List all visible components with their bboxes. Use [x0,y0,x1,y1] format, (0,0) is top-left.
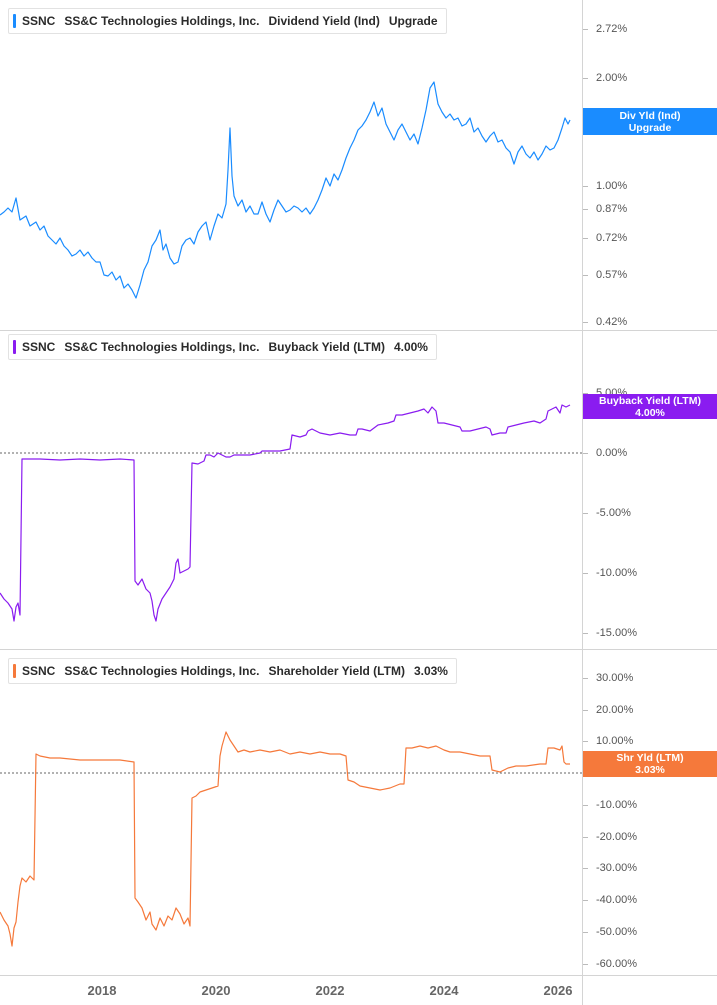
y-tick: 0.00% [582,447,628,459]
legend-value[interactable]: Upgrade [388,14,438,28]
y-tick: -60.00% [583,958,637,970]
flag-label: Shr Yld (LTM) [616,752,684,764]
flag-label: Buyback Yield (LTM) [599,394,701,407]
panel-divider [0,975,717,976]
y-axis-line [582,331,583,649]
legend-metric: Dividend Yield (Ind) [268,14,380,28]
panel-divider [0,330,717,331]
dividend-yield-value-flag: Div Yld (Ind) Upgrade [583,108,717,135]
y-tick: 0.57% [582,269,628,281]
legend-swatch [13,14,16,28]
shareholder-yield-legend[interactable]: SSNC SS&C Technologies Holdings, Inc. Sh… [8,658,457,684]
x-tick: 2024 [429,983,459,998]
y-tick: 20.00% [582,704,634,716]
x-axis: 2018 2020 2022 2024 2026 [0,975,582,1005]
y-tick: 2.00% [582,72,628,84]
x-tick: 2022 [315,983,345,998]
legend-company: SS&C Technologies Holdings, Inc. [64,340,260,354]
buyback-yield-line [0,404,582,622]
y-axis-line [582,0,583,330]
flag-label: Div Yld (Ind) [619,109,681,122]
dividend-yield-plot[interactable] [0,0,582,330]
y-tick: -50.00% [583,926,637,938]
y-axis-line [582,650,583,975]
x-tick: 2018 [87,983,117,998]
flag-value: 4.00% [635,406,665,419]
shareholder-yield-line [0,731,582,947]
legend-value: 4.00% [393,340,428,354]
legend-company: SS&C Technologies Holdings, Inc. [64,664,260,678]
dividend-yield-panel: SSNC SS&C Technologies Holdings, Inc. Di… [0,0,717,330]
dividend-yield-line [0,81,571,299]
shareholder-yield-value-flag: Shr Yld (LTM) 3.03% [583,751,717,777]
y-tick: -5.00% [583,507,631,519]
shareholder-yield-plot[interactable] [0,650,582,975]
y-tick: -40.00% [583,894,637,906]
y-tick: -20.00% [583,831,637,843]
x-tick: 2026 [543,983,573,998]
flag-value[interactable]: Upgrade [628,121,672,134]
y-tick: -15.00% [583,627,637,639]
y-tick: -10.00% [583,567,637,579]
buyback-yield-value-flag: Buyback Yield (LTM) 4.00% [583,394,717,419]
legend-swatch [13,340,16,354]
y-tick: 0.42% [582,316,628,328]
legend-ticker: SSNC [22,340,56,354]
dividend-yield-legend[interactable]: SSNC SS&C Technologies Holdings, Inc. Di… [8,8,447,34]
y-tick: 30.00% [582,672,634,684]
buyback-yield-plot[interactable] [0,331,582,649]
y-tick: -30.00% [583,862,637,874]
y-tick: 0.72% [582,232,628,244]
legend-ticker: SSNC [22,14,56,28]
y-tick: 0.87% [582,203,628,215]
legend-value: 3.03% [413,664,448,678]
y-tick: 10.00% [582,735,634,747]
flag-value: 3.03% [635,764,665,776]
x-tick: 2020 [201,983,231,998]
panel-divider [0,649,717,650]
legend-metric: Shareholder Yield (LTM) [268,664,405,678]
y-axis-line [582,975,583,1005]
buyback-yield-panel: SSNC SS&C Technologies Holdings, Inc. Bu… [0,331,717,649]
legend-company: SS&C Technologies Holdings, Inc. [64,14,260,28]
y-tick: -10.00% [583,799,637,811]
y-tick: 1.00% [582,180,628,192]
shareholder-yield-panel: SSNC SS&C Technologies Holdings, Inc. Sh… [0,650,717,975]
y-tick: 2.72% [582,23,628,35]
legend-swatch [13,664,16,678]
buyback-yield-legend[interactable]: SSNC SS&C Technologies Holdings, Inc. Bu… [8,334,437,360]
legend-ticker: SSNC [22,664,56,678]
legend-metric: Buyback Yield (LTM) [268,340,385,354]
